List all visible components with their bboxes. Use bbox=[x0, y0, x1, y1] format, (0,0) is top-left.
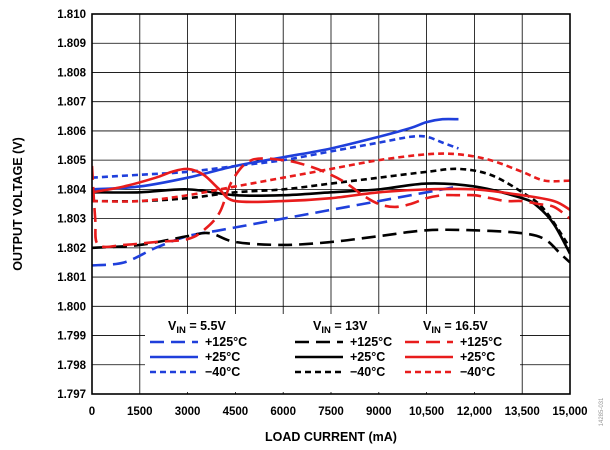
y-tick-label: 1.809 bbox=[57, 38, 86, 50]
y-tick-label: 1.808 bbox=[57, 67, 86, 79]
x-tick-label: 9000 bbox=[366, 406, 392, 418]
y-tick-label: 1.802 bbox=[57, 243, 86, 255]
legend-entry-label: +125°C bbox=[350, 335, 392, 349]
legend-entry-label: +25°C bbox=[205, 350, 240, 364]
series-line-vin-5-5v-plus125c bbox=[92, 185, 459, 267]
legend-group-title: VIN = 16.5V bbox=[423, 319, 488, 336]
y-tick-label: 1.800 bbox=[57, 301, 86, 313]
legend-entry-label: −40°C bbox=[350, 365, 385, 379]
series-line-vin-16-5v-plus125c bbox=[92, 157, 570, 249]
series-line-vin-16-5v-minus40c bbox=[92, 152, 570, 203]
legend-group-title: VIN = 5.5V bbox=[168, 319, 226, 336]
y-tick-label: 1.804 bbox=[57, 184, 86, 196]
series-line-vin-16-5v-plus25c bbox=[92, 167, 570, 211]
x-tick-label: 10,500 bbox=[409, 406, 444, 418]
x-tick-label: 15,000 bbox=[552, 406, 587, 418]
legend-background bbox=[145, 314, 520, 392]
x-tick-label: 4500 bbox=[223, 406, 249, 418]
x-tick-label: 6000 bbox=[270, 406, 296, 418]
series-line-vin-5-5v-plus25c bbox=[92, 117, 459, 191]
legend-entry-label: +25°C bbox=[460, 350, 495, 364]
x-tick-label: 3000 bbox=[175, 406, 201, 418]
y-tick-label: 1.807 bbox=[57, 97, 86, 109]
legend-entry-label: +125°C bbox=[460, 335, 502, 349]
x-tick-label: 12,000 bbox=[457, 406, 492, 418]
x-axis-label: LOAD CURRENT (mA) bbox=[265, 430, 397, 444]
series-line-vin-13v-plus25c bbox=[92, 182, 570, 255]
legend-entry-label: +25°C bbox=[350, 350, 385, 364]
y-tick-labels: 1.810 1.809 1.808 1.807 1.806 1.805 1.804 1.803… bbox=[57, 9, 86, 401]
y-tick-label: 1.803 bbox=[57, 214, 86, 226]
series-layer bbox=[92, 117, 570, 267]
legend-entry-label: −40°C bbox=[205, 365, 240, 379]
x-tick-labels: 0 1500 3000 4500 6000 7500 9000 10,500 12,000 13,… bbox=[89, 406, 588, 418]
y-tick-label: 1.805 bbox=[57, 155, 86, 167]
y-tick-label: 1.801 bbox=[57, 272, 86, 284]
x-tick-label: 0 bbox=[89, 406, 95, 418]
series-line-vin-13v-minus40c bbox=[92, 167, 570, 249]
x-tick-label: 13,500 bbox=[505, 406, 540, 418]
legend-entry-label: −40°C bbox=[460, 365, 495, 379]
plot-frame bbox=[91, 13, 571, 395]
y-tick-label: 1.806 bbox=[57, 126, 86, 138]
x-tick-label: 1500 bbox=[127, 406, 153, 418]
legend-group-title: VIN = 13V bbox=[313, 319, 368, 336]
legend: VIN = 5.5V VIN = 13V VIN = 16.5V+125°C+25°… bbox=[150, 319, 502, 379]
y-tick-label: 1.799 bbox=[57, 331, 86, 343]
y-axis-label: OUTPUT VOLTAGE (V) bbox=[11, 137, 25, 271]
y-tick-label: 1.798 bbox=[57, 360, 86, 372]
y-tick-label: 1.797 bbox=[57, 389, 86, 401]
legend-entry-label: +125°C bbox=[205, 335, 247, 349]
y-tick-label: 1.810 bbox=[57, 9, 86, 21]
x-tick-label: 7500 bbox=[318, 406, 344, 418]
series-line-vin-5-5v-minus40c bbox=[92, 134, 459, 179]
figure-id: 14285-031 bbox=[599, 397, 605, 426]
